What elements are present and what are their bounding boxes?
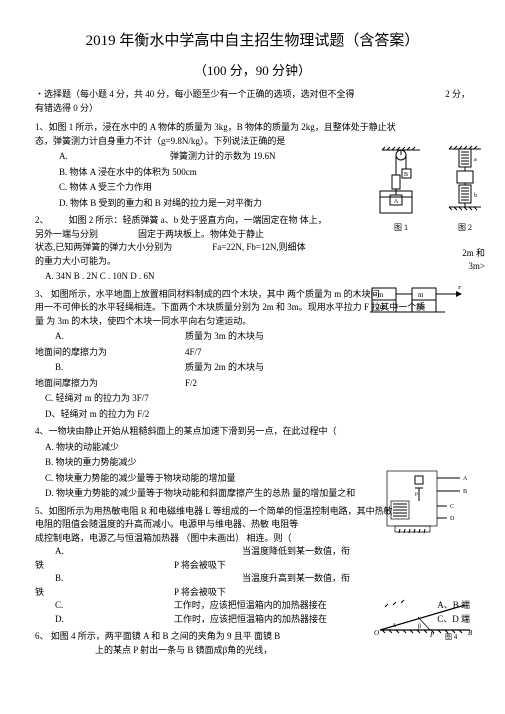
q5-optD-r: 工作时，应该把恒温箱内的加热器接在 bbox=[174, 613, 327, 627]
q5-optB-l: B. bbox=[55, 572, 63, 586]
question-2: 2、 如图 2 所示：轻质弹簧 a、b 处于竖直方向，一端固定在物 体上， 另外… bbox=[35, 214, 470, 284]
q3-tblr3: 地面间摩擦力为 F/2 bbox=[35, 377, 470, 391]
q5-line1: 5、如图所示为用热敏电阻 R 和电磁维电器 L 等组成的一个简单的恒温控制电路，… bbox=[35, 505, 470, 519]
q4-line1: 4、一物块由静止开始从粗糙斜面上的某点加速下滑到另一点，在此过程中（ bbox=[35, 425, 470, 439]
q5-optA-row: A. 当温度降低到某一数值，衔 bbox=[35, 545, 470, 559]
q2-line2: 固定于两块板上。物体处于静止 bbox=[138, 228, 264, 242]
q3-r2c2: 质量为 2m 的木块与 bbox=[185, 361, 325, 375]
q1-optA: A. 弹簧测力计的示数为 19.6N bbox=[59, 150, 470, 164]
instruction-block: ・选择题（每小题 4 分，共 40 分，每小题至少有一个正确的选项，选对但不全得… bbox=[35, 88, 470, 115]
q3-line2: 用一不可伸长的水平轻绳相连。下面两个木块质量分别为 2m 和 3m。现用水平拉力… bbox=[35, 301, 470, 315]
q3-side2: 3m> bbox=[468, 260, 485, 274]
q6-line2: 上的某点 P 射出一条与 B 镜面成β角的光线， bbox=[95, 644, 470, 658]
q2-line4: 的重力大小可能为。 bbox=[35, 255, 470, 269]
q5-optD-l: D. bbox=[55, 613, 64, 627]
svg-text:A: A bbox=[463, 476, 468, 482]
q2-line3-row: 状态,已知两弹簧的弹力大小分别为 Fa=22N, Fb=12N,则细体 bbox=[35, 241, 470, 255]
q3-line1: 3、 如图所示，水平地面上放置相同材料制成的四个木块，其中 两个质量为 m 的木… bbox=[35, 288, 470, 302]
q1-line2: 态，弹簧测力计自身重力不计（g=9.8N/kg）。下列说法正确的是 bbox=[35, 135, 470, 149]
q2-line2-row: 另外一端与分别 固定于两块板上。物体处于静止 bbox=[35, 228, 470, 242]
q5-optA-l: A. bbox=[55, 545, 64, 559]
svg-text:B: B bbox=[463, 489, 467, 495]
q2-line3a: 状态,已知两弹簧的弹力大小分别为 bbox=[35, 241, 172, 255]
q1-optB-text: 物体 A 浸在水中的体积为 500cm bbox=[70, 167, 197, 177]
q3-tblh: A. 质量为 3m 的木块与 bbox=[35, 330, 470, 344]
q3-r1c2: 4F/7 bbox=[185, 346, 325, 360]
q3-optD: D、轻绳对 m 的拉力为 F/2 bbox=[45, 408, 470, 422]
question-1: 1、如图 1 所示，浸在水中的 A 物体的质量为 3kg，B 物体的质量为 2k… bbox=[35, 121, 470, 210]
q3-line3: 量 为 3m 的木块，使四个木块一同水平向右匀速运动。 bbox=[35, 315, 470, 329]
q5-optB-2: P 将会被吸下 bbox=[174, 586, 226, 600]
q1-c-label: C. bbox=[59, 182, 67, 192]
q2-line2a: 另外一端与分别 bbox=[35, 228, 98, 242]
q1-optD: D. 物体 B 受到的重力和 B 对绳的拉力是一对平衡力 bbox=[59, 197, 470, 211]
q3-side1: 2m 和 bbox=[462, 247, 485, 261]
page-subtitle: （100 分，90 分钟） bbox=[35, 61, 470, 81]
q1-line1: 1、如图 1 所示，浸在水中的 A 物体的质量为 3kg，B 物体的质量为 2k… bbox=[35, 121, 470, 135]
svg-text:P: P bbox=[415, 493, 418, 498]
q3-tbl-b: B. bbox=[55, 361, 185, 375]
q3-tblr2: B. 质量为 2m 的木块与 bbox=[35, 361, 470, 375]
q6-line1: 6、 如图 4 所示，两平面镜 A 和 B 之间的夹角为 9 且平 面镜 B bbox=[35, 630, 470, 644]
svg-text:b: b bbox=[474, 193, 477, 199]
q5-optB-row: B. 当温度升高到某一数值，衔 bbox=[35, 572, 470, 586]
q3-r3c2: F/2 bbox=[185, 377, 325, 391]
q5-optC-r: 工作时，应该把恒温箱内的加热器接在 bbox=[174, 599, 327, 613]
svg-text:A: A bbox=[392, 623, 397, 629]
q2-line1-row: 2、 如图 2 所示：轻质弹簧 a、b 处于竖直方向，一端固定在物 体上， bbox=[35, 214, 470, 228]
q2-optA: A. 34N B . 2N C . 10N D . 6N bbox=[45, 270, 470, 284]
q3-optC: C. 轻绳对 m 的拉力为 3F/7 bbox=[45, 392, 470, 406]
svg-text:a: a bbox=[474, 157, 477, 163]
q3-tblr1: 地面间的摩擦力为 4F/7 bbox=[35, 346, 470, 360]
q5-line2: 电阻的阻值会随温度的升高而减小。电源甲与维电器、热敏 电阻等 bbox=[35, 518, 470, 532]
page-title: 2019 年衡水中学高中自主招生物理试题（含答案） bbox=[35, 30, 470, 53]
q4-optA: A. 物块的动能减少 bbox=[45, 441, 470, 455]
q5-optC-l: C. bbox=[55, 599, 63, 613]
q3-tbl-a: A. bbox=[55, 330, 185, 344]
instruction-score: 2 分， bbox=[445, 88, 470, 102]
q3-r1c1: 地面间的摩擦力为 bbox=[35, 346, 165, 360]
question-3: 3、 如图所示，水平地面上放置相同材料制成的四个木块，其中 两个质量为 m 的木… bbox=[35, 288, 470, 422]
q1-optA-label: A. bbox=[59, 151, 68, 161]
instruction-suffix: 有错选得 0 分） bbox=[35, 102, 470, 116]
q2-prefix: 2、 bbox=[35, 214, 49, 228]
q5-tie2: 铁 bbox=[35, 586, 44, 600]
q5-line3: 成控制电路，电源乙与恒温箱加热器 （图中未画出） 相连。则（ bbox=[35, 532, 470, 546]
q1-optC: C. 物体 A 受三个力作用 bbox=[59, 181, 470, 195]
q2-line1: 如图 2 所示：轻质弹簧 a、b 处于竖直方向，一端固定在物 体上， bbox=[69, 214, 327, 228]
q1-optC-text: 物体 A 受三个力作用 bbox=[70, 182, 153, 192]
q5-optA-row2: 铁 P 将会被吸下 bbox=[35, 559, 470, 573]
q5-optA-2: P 将会被吸下 bbox=[174, 559, 226, 573]
q3-tbl-h2: 质量为 3m 的木块与 bbox=[185, 330, 325, 344]
q1-optA-text: 弹簧测力计的示数为 19.6N bbox=[170, 151, 276, 161]
q2-line3: Fa=22N, Fb=12N,则细体 bbox=[212, 241, 305, 255]
q5-tie1: 铁 bbox=[35, 559, 44, 573]
question-6: 6、 如图 4 所示，两平面镜 A 和 B 之间的夹角为 9 且平 面镜 B 上… bbox=[35, 630, 470, 657]
q1-b-label: B. bbox=[59, 167, 67, 177]
q5-optB-r: 当温度升高到某一数值，衔 bbox=[242, 572, 350, 586]
q1-optB: B. 物体 A 浸在水中的体积为 500cm bbox=[59, 166, 470, 180]
instruction-prefix: ・选择题（每小题 4 分，共 40 分，每小题至少有一个正确的选项，选对但不全得 bbox=[35, 89, 355, 99]
q3-r3c1: 地面间摩擦力为 bbox=[35, 377, 165, 391]
q5-optA-r: 当温度降低到某一数值，衔 bbox=[242, 545, 350, 559]
